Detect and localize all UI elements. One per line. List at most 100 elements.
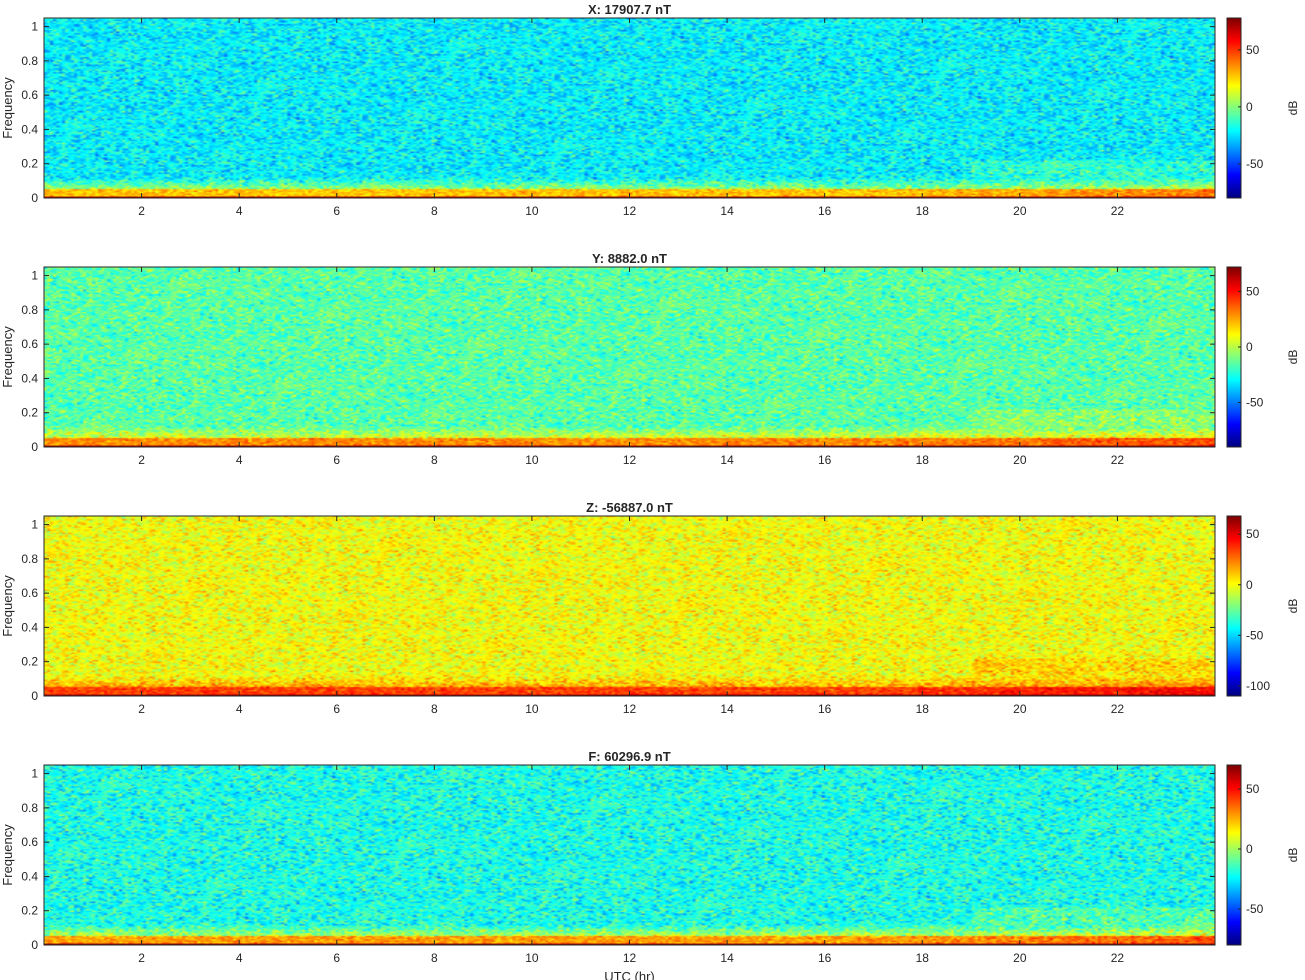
x-tick-label: 22 — [1111, 702, 1125, 716]
colorbar-tick-label: 50 — [1246, 782, 1260, 796]
y-tick-label: 0.8 — [21, 801, 38, 815]
x-tick-label: 2 — [138, 951, 145, 965]
colorbar-0 — [1227, 18, 1241, 198]
colorbar-frame-3 — [1226, 764, 1242, 946]
panel-title: X: 17907.7 nT — [588, 2, 671, 17]
x-tick-label: 22 — [1111, 453, 1125, 467]
x-tick-label: 2 — [138, 204, 145, 218]
spectrogram-image-2 — [44, 516, 1215, 696]
colorbar-frame-0 — [1226, 17, 1242, 199]
x-tick-label: 20 — [1013, 702, 1027, 716]
colorbar-3 — [1227, 765, 1241, 945]
x-tick-label: 16 — [818, 453, 832, 467]
y-tick-label: 0 — [31, 689, 38, 703]
colorbar-tick-label: 0 — [1246, 842, 1253, 856]
colorbar-tick-label: 50 — [1246, 527, 1260, 541]
colorbar-tick-label: -100 — [1246, 679, 1270, 693]
y-tick-label: 0 — [31, 191, 38, 205]
y-tick-label: 0.8 — [21, 552, 38, 566]
colorbar-label: dB — [1286, 599, 1300, 614]
y-tick-label: 0.2 — [21, 406, 38, 420]
y-tick-label: 0.6 — [21, 586, 38, 600]
x-tick-label: 12 — [623, 702, 637, 716]
y-tick-label: 0.2 — [21, 904, 38, 918]
colorbar-frame-1 — [1226, 266, 1242, 448]
y-tick-label: 0.8 — [21, 54, 38, 68]
panel-title: F: 60296.9 nT — [588, 749, 670, 764]
x-tick-label: 6 — [333, 204, 340, 218]
x-tick-label: 4 — [236, 951, 243, 965]
y-axis-label: Frequency — [0, 575, 15, 637]
x-tick-label: 8 — [431, 453, 438, 467]
x-tick-label: 20 — [1013, 204, 1027, 218]
panel-title: Z: -56887.0 nT — [586, 500, 673, 515]
x-tick-label: 6 — [333, 951, 340, 965]
colorbar-tick-label: 50 — [1246, 284, 1260, 298]
y-tick-label: 0.4 — [21, 371, 38, 385]
x-tick-label: 18 — [916, 951, 930, 965]
y-tick-label: 0.6 — [21, 337, 38, 351]
spectrogram-image-1 — [44, 267, 1215, 447]
x-tick-label: 16 — [818, 702, 832, 716]
x-tick-label: 8 — [431, 204, 438, 218]
colorbar-label: dB — [1286, 350, 1300, 365]
x-tick-label: 2 — [138, 702, 145, 716]
x-tick-label: 12 — [623, 204, 637, 218]
colorbar-tick-label: 50 — [1246, 43, 1260, 57]
colorbar-tick-label: 0 — [1246, 340, 1253, 354]
colorbar-tick-label: -50 — [1246, 396, 1264, 410]
spectrogram-image-3 — [44, 765, 1215, 945]
x-tick-label: 10 — [525, 702, 539, 716]
x-tick-label: 22 — [1111, 204, 1125, 218]
y-tick-label: 1 — [31, 269, 38, 283]
x-tick-label: 22 — [1111, 951, 1125, 965]
x-tick-label: 14 — [720, 702, 734, 716]
y-tick-label: 0.4 — [21, 869, 38, 883]
y-tick-label: 0 — [31, 938, 38, 952]
x-tick-label: 4 — [236, 204, 243, 218]
y-axis-label: Frequency — [0, 77, 15, 139]
x-tick-label: 14 — [720, 951, 734, 965]
colorbar-2 — [1227, 516, 1241, 696]
x-tick-label: 8 — [431, 951, 438, 965]
x-tick-label: 12 — [623, 951, 637, 965]
colorbar-tick-label: 0 — [1246, 100, 1253, 114]
y-tick-label: 1 — [31, 20, 38, 34]
y-tick-label: 1 — [31, 518, 38, 532]
y-tick-label: 1 — [31, 767, 38, 781]
colorbar-label: dB — [1286, 101, 1300, 116]
x-tick-label: 20 — [1013, 951, 1027, 965]
x-tick-label: 10 — [525, 453, 539, 467]
x-tick-label: 4 — [236, 702, 243, 716]
x-tick-label: 16 — [818, 204, 832, 218]
x-tick-label: 6 — [333, 702, 340, 716]
x-tick-label: 14 — [720, 453, 734, 467]
x-tick-label: 10 — [525, 951, 539, 965]
y-tick-label: 0.8 — [21, 303, 38, 317]
colorbar-tick-label: -50 — [1246, 157, 1264, 171]
y-tick-label: 0.6 — [21, 835, 38, 849]
x-tick-label: 4 — [236, 453, 243, 467]
y-axis-label: Frequency — [0, 326, 15, 388]
y-axis-label: Frequency — [0, 824, 15, 886]
y-tick-label: 0.2 — [21, 655, 38, 669]
colorbar-tick-label: 0 — [1246, 578, 1253, 592]
colorbar-1 — [1227, 267, 1241, 447]
colorbar-frame-2 — [1226, 515, 1242, 697]
colorbar-label: dB — [1286, 848, 1300, 863]
x-tick-label: 10 — [525, 204, 539, 218]
x-tick-label: 18 — [916, 204, 930, 218]
x-tick-label: 12 — [623, 453, 637, 467]
y-tick-label: 0.4 — [21, 620, 38, 634]
y-tick-label: 0.6 — [21, 88, 38, 102]
panel-title: Y: 8882.0 nT — [592, 251, 667, 266]
y-tick-label: 0.4 — [21, 122, 38, 136]
x-tick-label: 14 — [720, 204, 734, 218]
x-tick-label: 2 — [138, 453, 145, 467]
y-tick-label: 0.2 — [21, 157, 38, 171]
x-tick-label: 20 — [1013, 453, 1027, 467]
colorbar-tick-label: -50 — [1246, 902, 1264, 916]
x-axis-label: UTC (hr) — [604, 969, 655, 980]
x-tick-label: 18 — [916, 453, 930, 467]
